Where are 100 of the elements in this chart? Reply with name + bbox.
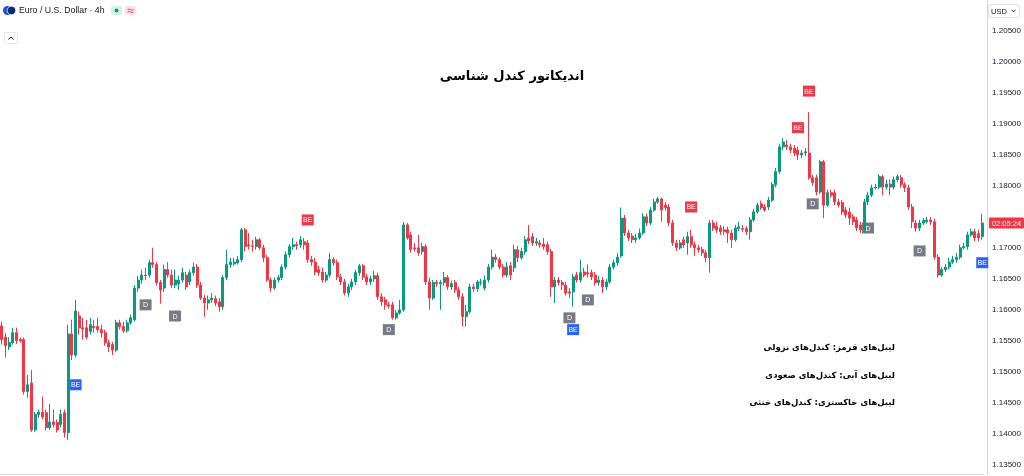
annotation: لیبل‌های قرمز: کندل‌های نزولی bbox=[763, 342, 895, 353]
candlestick bbox=[660, 197, 663, 223]
candlestick bbox=[78, 311, 81, 336]
candlestick bbox=[218, 297, 221, 313]
candlestick bbox=[432, 279, 435, 301]
candlestick bbox=[450, 280, 453, 291]
candlestick bbox=[362, 263, 365, 281]
candlestick bbox=[328, 252, 331, 279]
candlestick bbox=[435, 279, 438, 288]
candlestick bbox=[92, 319, 95, 334]
candlestick bbox=[594, 271, 597, 287]
candlestick bbox=[763, 203, 766, 213]
candlestick bbox=[240, 227, 243, 263]
candlestick bbox=[255, 236, 258, 251]
candlestick bbox=[527, 224, 530, 245]
annotation: لیبل‌های آبی: کندل‌های صعودی bbox=[765, 368, 895, 381]
candlestick bbox=[542, 237, 545, 251]
candlestick bbox=[472, 283, 475, 293]
candlestick bbox=[247, 232, 250, 251]
candlestick bbox=[185, 271, 188, 291]
candlestick bbox=[583, 267, 586, 279]
candlestick bbox=[793, 144, 796, 157]
candlestick bbox=[535, 237, 538, 247]
candlestick bbox=[575, 271, 578, 284]
candlestick bbox=[144, 267, 147, 281]
y-tick-label: 1.13500 bbox=[992, 460, 1022, 470]
candlestick bbox=[645, 213, 648, 227]
candlestick bbox=[822, 159, 825, 219]
candlestick bbox=[715, 221, 718, 234]
candlestick bbox=[48, 403, 51, 431]
candlestick bbox=[306, 239, 309, 264]
candlestick bbox=[446, 274, 449, 291]
candlestick bbox=[642, 212, 645, 236]
candlestick bbox=[85, 319, 88, 341]
candlestick bbox=[557, 276, 560, 287]
candlestick bbox=[704, 249, 707, 263]
candlestick bbox=[859, 221, 862, 234]
y-tick-label: 1.18500 bbox=[992, 150, 1022, 160]
candlestick bbox=[734, 224, 737, 243]
candlestick bbox=[244, 227, 247, 253]
candlestick bbox=[207, 295, 210, 311]
y-tick-label: 1.15500 bbox=[992, 336, 1022, 346]
candlestick bbox=[796, 146, 799, 161]
y-tick-label: 1.19500 bbox=[992, 88, 1022, 98]
y-tick-label: 1.14500 bbox=[992, 398, 1022, 408]
candlestick bbox=[538, 239, 541, 249]
candlestick bbox=[384, 296, 387, 311]
candlestick bbox=[34, 411, 37, 433]
y-tick-label: 1.18000 bbox=[992, 181, 1022, 191]
candlestick bbox=[26, 374, 29, 399]
candlestick bbox=[601, 276, 604, 294]
candlestick bbox=[892, 176, 895, 191]
candlestick bbox=[295, 241, 298, 251]
candlestick bbox=[631, 232, 634, 244]
y-tick-label: 1.17000 bbox=[992, 243, 1022, 253]
candlestick bbox=[833, 189, 836, 206]
candlestick bbox=[597, 275, 600, 287]
candlestick bbox=[973, 228, 976, 242]
candlestick bbox=[15, 327, 18, 345]
candlestick bbox=[59, 409, 62, 429]
candlestick bbox=[509, 261, 512, 281]
candlestick bbox=[682, 236, 685, 249]
candlestick bbox=[841, 199, 844, 216]
candlestick bbox=[745, 225, 748, 236]
candlestick bbox=[848, 207, 851, 226]
candlestick bbox=[804, 147, 807, 157]
candlestick bbox=[708, 219, 711, 274]
text: Euro / U.S. Dollar · 4h bbox=[19, 4, 105, 16]
candlestick bbox=[314, 257, 317, 276]
candlestick bbox=[524, 235, 527, 256]
candlestick bbox=[476, 279, 479, 293]
candlestick bbox=[572, 273, 575, 308]
candlestick bbox=[63, 409, 66, 438]
candlestick bbox=[391, 301, 394, 321]
candlestick bbox=[940, 266, 943, 278]
candlestick bbox=[70, 319, 73, 361]
candlestick bbox=[89, 317, 92, 336]
annotation: لیبل‌های خاکستری: کندل‌های خنثی bbox=[749, 397, 895, 408]
candlestick bbox=[948, 257, 951, 271]
candlestick bbox=[299, 235, 302, 249]
candlestick bbox=[712, 219, 715, 232]
candlestick bbox=[819, 159, 822, 195]
candlestick bbox=[925, 216, 928, 225]
candlestick bbox=[623, 214, 626, 237]
candlestick bbox=[826, 189, 829, 208]
candlestick bbox=[111, 341, 114, 356]
candlestick bbox=[881, 174, 884, 196]
candlestick bbox=[889, 179, 892, 196]
candlestick bbox=[505, 261, 508, 279]
candlestick bbox=[115, 319, 118, 353]
y-tick-label: 1.19000 bbox=[992, 119, 1022, 129]
candlestick bbox=[174, 269, 177, 289]
candlestick bbox=[516, 245, 519, 263]
candlestick bbox=[233, 257, 236, 267]
candlestick bbox=[697, 244, 700, 254]
candlestick bbox=[122, 321, 125, 334]
candlestick bbox=[918, 219, 921, 232]
candlestick bbox=[421, 242, 424, 256]
candlestick bbox=[815, 174, 818, 196]
y-tick-label: 1.15000 bbox=[992, 367, 1022, 377]
